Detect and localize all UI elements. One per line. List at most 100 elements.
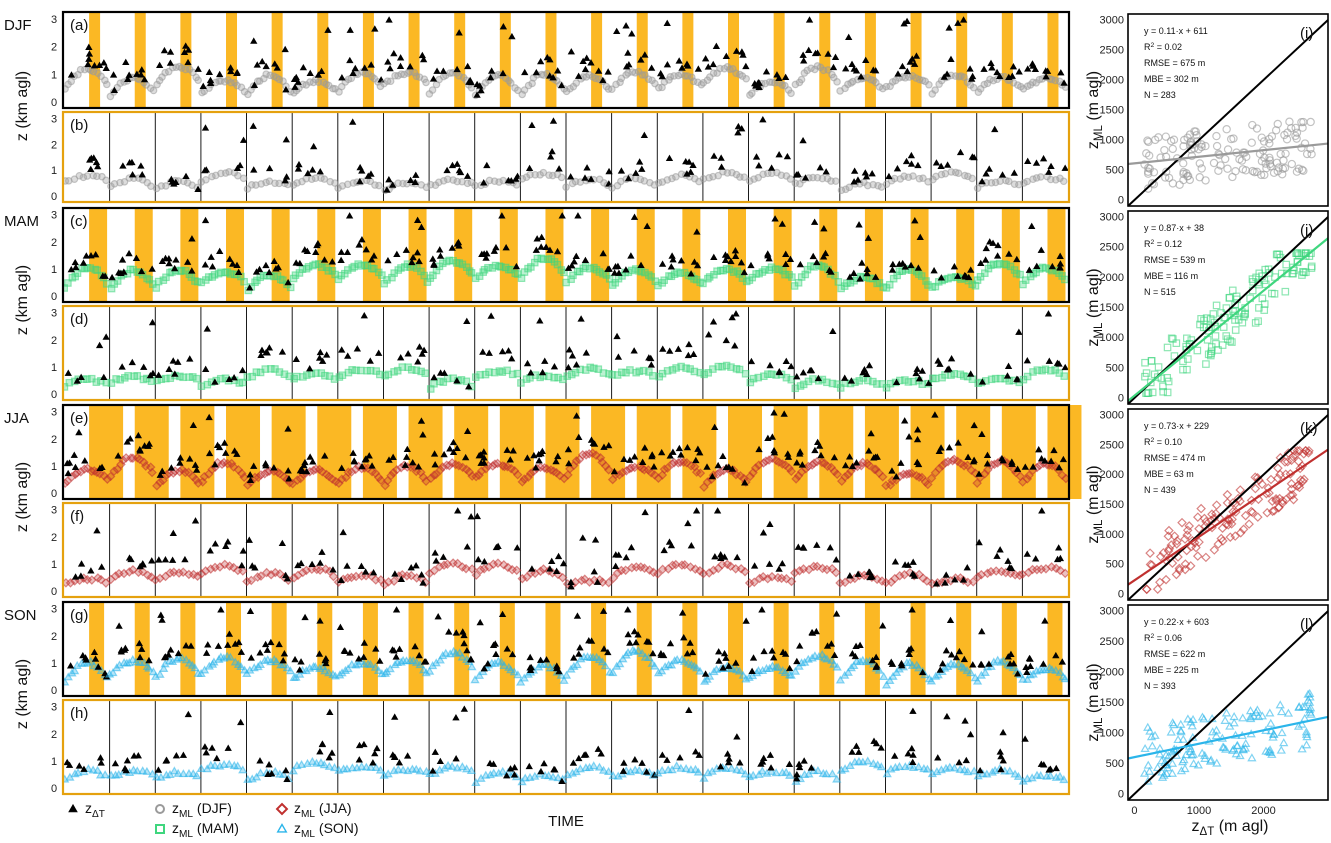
zml-point [445,256,454,265]
zml-point [277,275,285,284]
night-band [362,208,381,302]
zdt-point [385,175,393,183]
zdt-point [137,267,146,275]
panel-label: (a) [70,17,88,34]
zdt-point [367,61,375,68]
zdt-point [453,65,461,73]
zml-point [1276,745,1286,754]
zdt-point [452,714,460,721]
zdt-point [985,165,993,172]
zdt-point [549,73,557,81]
zml-point [718,362,726,371]
zml-point [649,371,657,380]
count: N = 439 [1144,485,1176,495]
zml-point [885,280,894,289]
scatter-y-tick: 0 [1118,788,1124,800]
zdt-point [631,756,639,763]
zdt-point [625,61,633,68]
zdt-point [368,256,376,263]
zml-point [1287,159,1297,169]
zdt-point [892,378,901,386]
scatter-y-tick: 500 [1106,362,1124,374]
zml-point [1282,260,1291,269]
zdt-point [612,562,620,569]
zml-point [635,367,644,376]
zdt-point [758,606,766,613]
zml-point [262,466,273,477]
zdt-point [647,64,656,71]
zdt-point [375,349,383,356]
zdt-point [557,81,566,89]
night-band [89,602,105,696]
zdt-point [590,567,598,575]
y-tick-label: 1 [51,658,57,670]
zdt-point [310,142,318,150]
zdt-point [126,435,134,442]
zdt-point [100,373,108,381]
zdt-point [564,363,573,371]
zdt-point [108,273,116,281]
night-band [682,12,694,108]
zml-point [279,472,290,482]
zdt-point [316,348,324,356]
scatter-y-tick: 1500 [1100,302,1124,314]
zdt-point [339,528,347,536]
zdt-point [689,350,698,358]
zdt-point [624,174,633,182]
night-band [1001,405,1036,499]
zml-point [1060,275,1069,284]
y-tick-label: 3 [51,505,57,517]
zml-point [740,173,748,181]
time-axis-label: TIME [548,813,584,830]
zml-point [636,175,645,184]
night-band [180,208,199,302]
zml-point [1183,365,1191,374]
zdt-point [179,751,188,758]
zdt-point [453,377,461,384]
zdt-point [158,616,166,623]
zdt-point [1033,262,1041,269]
zml-point [240,277,248,286]
zdt-point [832,556,840,563]
zdt-point [72,263,80,271]
zdt-point [431,549,439,556]
zdt-point [901,417,909,424]
zdt-point [775,565,783,572]
zdt-point [903,67,911,75]
zdt-point [191,517,200,524]
zdt-point [567,173,575,180]
zdt-point [166,59,175,66]
zml-point [672,364,680,372]
zml-point [550,373,558,382]
zml-point [864,376,872,385]
zdt-point [827,268,835,275]
y-tick-label: 0 [51,97,57,109]
y-tick-label: 2 [51,631,57,643]
zml-point [754,373,763,382]
zdt-point [261,460,270,467]
zdt-point [863,265,871,273]
zml-point [562,183,570,191]
zml-point [166,268,174,277]
zdt-point [66,662,75,669]
zdt-point [860,366,869,373]
zdt-point [278,539,287,547]
zml-point [647,273,656,281]
zdt-point [889,260,897,268]
zdt-point [160,46,169,54]
zml-point [1247,138,1256,147]
zdt-point [622,22,630,29]
zdt-point [371,749,379,757]
count: N = 283 [1144,90,1176,100]
zdt-point [415,343,424,350]
zml-point [1023,372,1032,381]
zdt-point [214,642,223,649]
zdt-point [122,58,130,65]
zdt-point [732,310,740,317]
zdt-point [133,70,141,77]
zml-point [750,175,758,183]
scatter-y-tick: 2000 [1100,75,1124,87]
zml-point [1275,700,1285,709]
zdt-point [925,379,933,386]
zdt-point [861,169,870,176]
